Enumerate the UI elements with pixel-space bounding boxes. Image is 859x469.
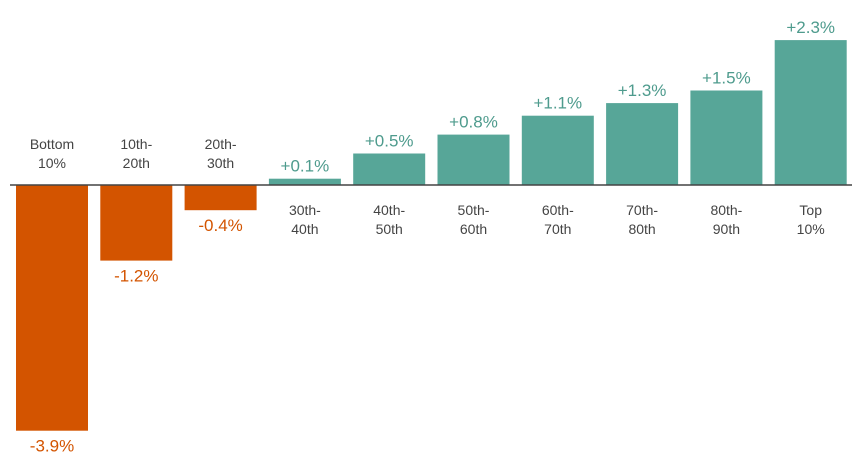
category-label: 50th- 60th — [458, 202, 490, 237]
category-label-line: Bottom — [30, 136, 74, 152]
category-label-line: Top — [799, 202, 822, 218]
category-label-line: 40th — [291, 221, 318, 237]
bar — [184, 185, 257, 211]
category-labels-group: Bottom 10% 10th- 20th 20th- 30th 30th- 40th 40th… — [30, 136, 825, 237]
bar-value-label: -0.4% — [198, 216, 242, 235]
category-label-line: 10% — [38, 155, 66, 171]
bar — [16, 185, 88, 431]
bar — [774, 40, 847, 185]
category-label-line: 40th- — [373, 202, 405, 218]
category-label: Top 10% — [797, 202, 825, 237]
bar — [606, 103, 679, 185]
category-label-line: 80th — [628, 221, 655, 237]
bar — [690, 90, 763, 185]
category-label: Bottom 10% — [30, 136, 74, 171]
bar — [521, 115, 594, 185]
category-label-line: 60th- — [542, 202, 574, 218]
bar — [268, 178, 341, 185]
category-label-line: 70th — [544, 221, 571, 237]
category-label: 80th- 90th — [710, 202, 742, 237]
category-label: 70th- 80th — [626, 202, 658, 237]
category-label: 10th- 20th — [120, 136, 152, 171]
category-label-line: 60th — [460, 221, 487, 237]
category-label-line: 20th — [123, 155, 150, 171]
bar — [100, 185, 173, 261]
category-label-line: 30th- — [289, 202, 321, 218]
category-label-line: 50th- — [458, 202, 490, 218]
bar-value-label: +0.1% — [281, 157, 330, 176]
bar-value-label: -1.2% — [114, 267, 158, 286]
bar-value-label: +1.1% — [533, 94, 582, 113]
category-label-line: 10th- — [120, 136, 152, 152]
category-label-line: 50th — [376, 221, 403, 237]
category-label: 40th- 50th — [373, 202, 405, 237]
category-label-line: 90th — [713, 221, 740, 237]
category-label: 30th- 40th — [289, 202, 321, 237]
category-label: 60th- 70th — [542, 202, 574, 237]
category-label: 20th- 30th — [205, 136, 237, 171]
bar — [353, 153, 426, 185]
bar-value-label: +0.5% — [365, 132, 414, 151]
bars-group — [16, 40, 847, 431]
category-label-line: 30th — [207, 155, 234, 171]
bar — [437, 134, 510, 185]
bar-value-label: +0.8% — [449, 113, 498, 132]
category-label-line: 70th- — [626, 202, 658, 218]
value-labels-group: -3.9% -1.2% -0.4% +0.1% +0.5% +0.8% +1.1% +1.3%… — [30, 18, 835, 456]
category-label-line: 20th- — [205, 136, 237, 152]
bar-value-label: +2.3% — [786, 18, 835, 37]
category-label-line: 10% — [797, 221, 825, 237]
bar-value-label: +1.5% — [702, 69, 751, 88]
bar-value-label: -3.9% — [30, 437, 74, 456]
category-label-line: 80th- — [710, 202, 742, 218]
bar-value-label: +1.3% — [618, 81, 667, 100]
